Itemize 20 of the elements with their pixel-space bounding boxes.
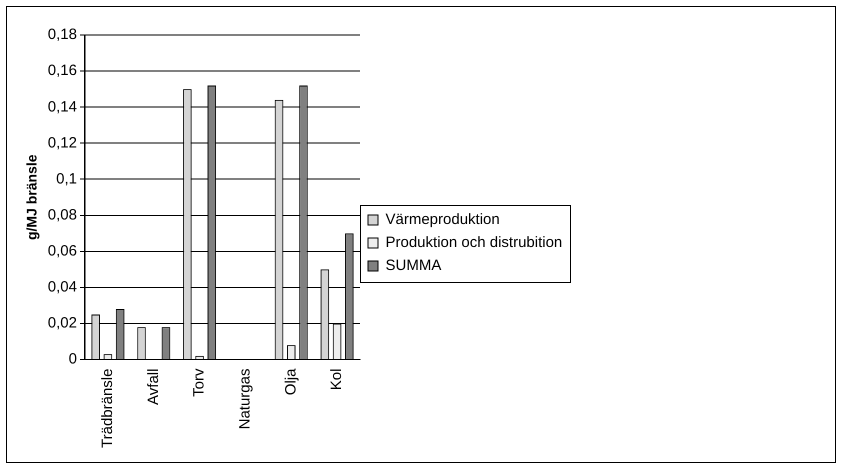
y-tick-label: 0,04: [48, 278, 77, 296]
y-tick-label: 0,16: [48, 62, 77, 80]
y-tick-label: 0,14: [48, 98, 77, 116]
legend-label: Produktion och distrubition: [386, 234, 562, 252]
y-tick-label: 0: [68, 350, 77, 368]
x-tick-label: Torv: [190, 368, 208, 397]
y-tick-label: 0,18: [48, 26, 77, 44]
y-tick-label: 0,02: [48, 314, 77, 332]
x-tick-label: Kol: [328, 368, 346, 390]
y-tick-label: 0,08: [48, 206, 77, 224]
x-tick-label: Trädbränsle: [99, 368, 116, 448]
y-tick-label: 0,12: [48, 134, 77, 152]
y-tick-label: 0,1: [56, 170, 77, 188]
x-tick-label: Olja: [282, 368, 300, 396]
y-axis-title: g/MJ bränsle: [23, 154, 40, 240]
y-tick-label: 0,06: [48, 242, 77, 260]
legend-label: Värmeproduktion: [386, 211, 500, 228]
legend-label: SUMMA: [386, 257, 442, 274]
x-tick-label: Avfall: [144, 368, 162, 405]
x-tick-label: Naturgas: [236, 368, 254, 430]
